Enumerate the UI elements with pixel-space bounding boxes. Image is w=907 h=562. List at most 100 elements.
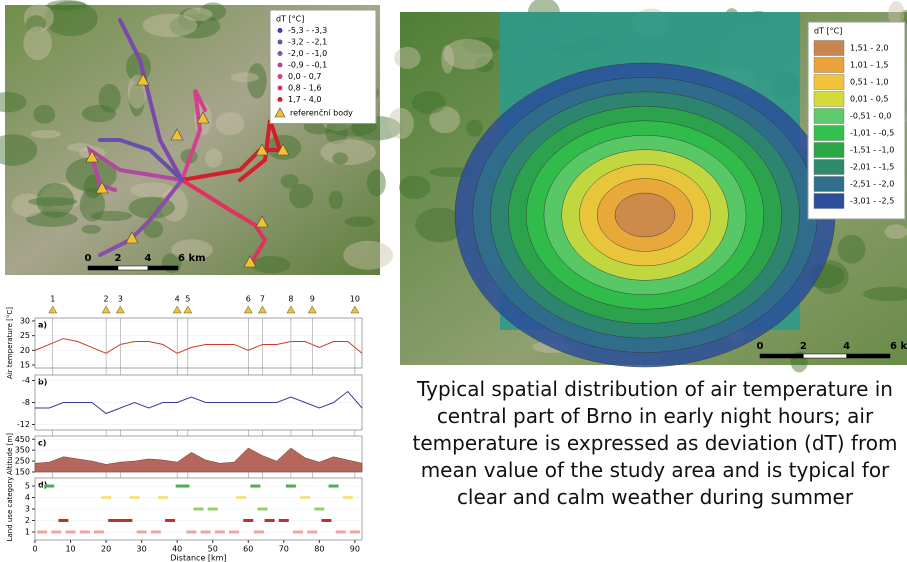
- map-texture: [289, 184, 313, 208]
- map-texture: [36, 183, 74, 218]
- land-use-point: [321, 519, 331, 522]
- land-use-point: [329, 485, 339, 488]
- y-tick-label: 20: [20, 346, 30, 355]
- legend-swatch: [814, 126, 844, 141]
- panel-label: b): [38, 378, 47, 387]
- x-tick-label: 10: [65, 545, 75, 554]
- scale-label: 4: [843, 341, 850, 352]
- legend-swatch: [814, 143, 844, 158]
- legend-label: -0,9 - -0,1: [288, 61, 327, 70]
- land-use-point: [179, 485, 189, 488]
- legend-swatch: [814, 92, 844, 107]
- scale-label: 2: [800, 341, 807, 352]
- land-use-point: [265, 519, 275, 522]
- legend-label: -3,2 - -2,1: [288, 38, 327, 47]
- x-tick-label: 60: [243, 545, 253, 554]
- legend-swatch: [278, 86, 283, 91]
- reference-label: 2: [104, 295, 109, 304]
- legend-label: 0,0 - 0,7: [288, 72, 321, 81]
- scale-bar: [803, 354, 846, 358]
- map-texture: [81, 225, 100, 234]
- y-tick-label: -8: [22, 398, 30, 407]
- y-tick-label: 30: [20, 316, 30, 325]
- scale-label: 0: [85, 253, 92, 264]
- legend-label: 0,8 - 1,6: [288, 84, 321, 93]
- legend-swatch: [278, 51, 283, 56]
- scale-bar: [118, 266, 148, 270]
- reference-label: 1: [50, 295, 55, 304]
- land-use-point: [286, 485, 296, 488]
- scale-label: 2: [115, 253, 122, 264]
- land-use-point: [243, 519, 253, 522]
- y-tick-label: 15: [20, 361, 30, 370]
- land-use-point: [307, 530, 317, 533]
- legend-label: -2,0 - -1,0: [288, 49, 327, 58]
- land-use-point: [201, 530, 211, 533]
- legend-label: -2,01 - -1,5: [850, 163, 894, 172]
- map-texture: [885, 224, 907, 239]
- map-texture: [443, 39, 492, 70]
- legend-label: 1,51 - 2,0: [850, 44, 889, 53]
- reference-label: 3: [118, 295, 123, 304]
- x-axis-label: Distance [km]: [170, 554, 226, 562]
- land-use-point: [130, 496, 140, 499]
- legend-swatch: [278, 63, 283, 68]
- land-use-point: [51, 530, 61, 533]
- x-tick-label: 80: [314, 545, 324, 554]
- legend-swatch: [278, 28, 283, 33]
- panel-label: a): [38, 321, 47, 330]
- map-texture: [332, 152, 348, 165]
- land-use-point: [236, 496, 246, 499]
- legend-swatch: [814, 41, 844, 56]
- reference-label: 4: [175, 295, 180, 304]
- legend-swatch: [814, 177, 844, 192]
- x-tick-label: 0: [32, 545, 37, 554]
- map-texture: [329, 191, 343, 209]
- y-tick-label: 150: [15, 468, 30, 477]
- map-texture: [31, 130, 61, 138]
- legend-title: dT [°C]: [814, 27, 842, 36]
- map-texture: [388, 108, 414, 139]
- land-use-point: [229, 530, 239, 533]
- map-texture: [183, 8, 212, 21]
- land-use-point: [257, 508, 267, 511]
- land-use-point: [254, 530, 264, 533]
- land-use-point: [343, 496, 353, 499]
- legend-swatch: [814, 75, 844, 90]
- land-use-point: [186, 530, 196, 533]
- land-use-point: [151, 530, 161, 533]
- panel-frame: [35, 318, 362, 368]
- scale-label: 0: [757, 341, 764, 352]
- y-tick-label: 2: [25, 516, 30, 525]
- y-tick-label: 450: [15, 435, 30, 444]
- reference-label: 5: [185, 295, 190, 304]
- land-use-point: [208, 508, 218, 511]
- land-use-point: [101, 496, 111, 499]
- map-texture: [47, 0, 86, 10]
- caption: Typical spatial distribution of air temp…: [410, 376, 900, 511]
- scale-bar: [847, 354, 890, 358]
- legend-label: 1,7 - 4,0: [288, 95, 321, 104]
- reference-label: 10: [350, 295, 360, 304]
- legend-label: 0,01 - 0,5: [850, 95, 889, 104]
- legend-swatch: [278, 97, 283, 102]
- y-axis-label: Altitude [m]: [6, 433, 14, 475]
- y-tick-label: 25: [20, 331, 30, 340]
- land-use-point: [94, 530, 104, 533]
- map-texture: [231, 72, 259, 82]
- map-texture: [343, 241, 393, 270]
- y-tick-label: 350: [15, 446, 30, 455]
- y-tick-label: 5: [25, 482, 30, 491]
- legend-label: 0,51 - 1,0: [850, 78, 889, 87]
- map-texture: [23, 26, 52, 60]
- y-axis-label: Air temperature [°C]: [6, 307, 14, 379]
- y-tick-label: 3: [25, 505, 30, 514]
- land-use-point: [80, 530, 90, 533]
- legend-swatch: [814, 58, 844, 73]
- reference-label: 9: [310, 295, 315, 304]
- land-use-point: [158, 496, 168, 499]
- legend-label: 1,01 - 1,5: [850, 61, 889, 70]
- land-use-point: [194, 508, 204, 511]
- scale-bar: [88, 266, 118, 270]
- land-use-point: [314, 508, 324, 511]
